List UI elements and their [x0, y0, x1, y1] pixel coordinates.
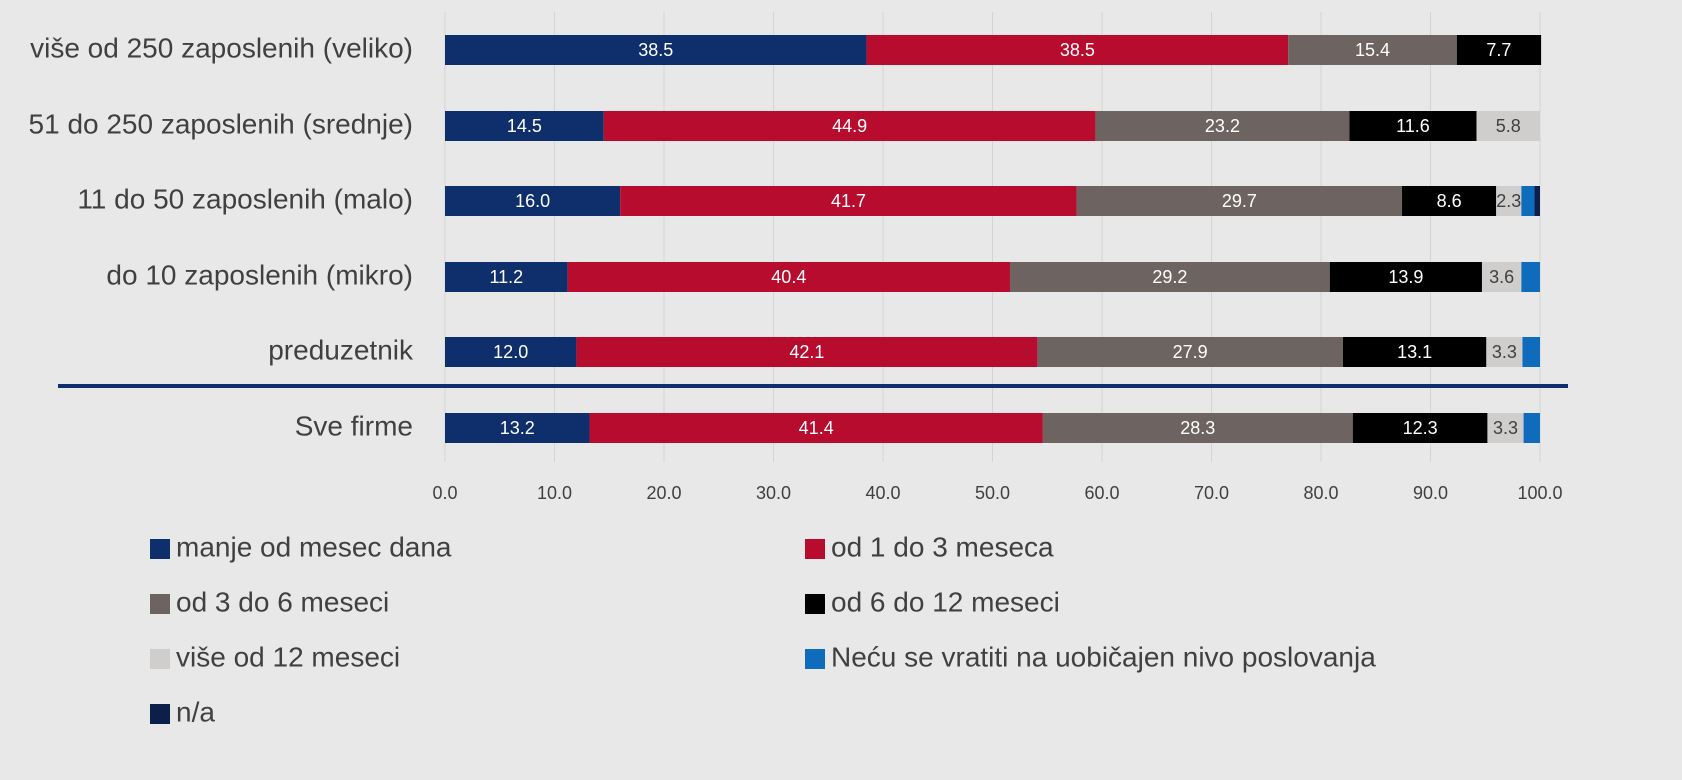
- data-label: 2.3: [1496, 191, 1521, 211]
- y-tick-label: Sve firme: [295, 410, 413, 441]
- bar-segment: [1523, 413, 1540, 443]
- y-tick-label: 51 do 250 zaposlenih (srednje): [29, 108, 413, 139]
- legend-label: više od 12 meseci: [176, 641, 400, 672]
- legend-label: Neću se vratiti na uobičajen nivo poslov…: [831, 641, 1376, 672]
- bar-segment: [1037, 337, 1343, 367]
- data-label: 12.0: [493, 342, 528, 362]
- x-tick-label: 60.0: [1084, 483, 1119, 503]
- legend-swatch: [805, 649, 825, 669]
- data-label: 3.3: [1493, 418, 1518, 438]
- data-label: 7.7: [1486, 40, 1511, 60]
- legend-swatch: [150, 539, 170, 559]
- legend-swatch: [805, 594, 825, 614]
- data-label: 41.4: [799, 418, 834, 438]
- data-label: 23.2: [1205, 116, 1240, 136]
- bar-segment: [1521, 186, 1535, 216]
- x-tick-label: 30.0: [756, 483, 791, 503]
- bar-segment: [1352, 413, 1488, 443]
- data-label: 29.2: [1152, 267, 1187, 287]
- bar-segment: [1487, 413, 1524, 443]
- data-label: 12.3: [1403, 418, 1438, 438]
- data-label: 40.4: [771, 267, 806, 287]
- bar-segment: [1076, 186, 1403, 216]
- legend-label: od 6 do 12 meseci: [831, 586, 1060, 617]
- bar-segment: [1329, 262, 1482, 292]
- y-tick-label: 11 do 50 zaposlenih (malo): [77, 183, 413, 214]
- data-label: 27.9: [1173, 342, 1208, 362]
- data-label: 5.8: [1496, 116, 1521, 136]
- bar-segment: [445, 262, 568, 292]
- bar-segment: [1010, 262, 1330, 292]
- bar-segment: [1476, 111, 1540, 141]
- bar-segment: [445, 186, 621, 216]
- x-tick-label: 10.0: [537, 483, 572, 503]
- bar-segment: [1496, 186, 1522, 216]
- data-label: 13.2: [500, 418, 535, 438]
- bar-segment: [445, 35, 867, 65]
- bar-segment: [445, 337, 577, 367]
- bar-segment: [445, 111, 604, 141]
- data-label: 16.0: [515, 191, 550, 211]
- bar-segment: [1042, 413, 1353, 443]
- bar-segment: [589, 413, 1043, 443]
- data-label: 8.6: [1437, 191, 1462, 211]
- y-tick-label: više od 250 zaposlenih (veliko): [30, 32, 413, 63]
- bar-segment: [576, 337, 1038, 367]
- bar-segment: [1534, 186, 1540, 216]
- bar-segment: [620, 186, 1077, 216]
- data-label: 14.5: [507, 116, 542, 136]
- bar-segment: [1522, 337, 1540, 367]
- legend-label: n/a: [176, 696, 215, 727]
- bar-segment: [1456, 35, 1542, 65]
- x-tick-label: 0.0: [432, 483, 457, 503]
- x-tick-label: 20.0: [646, 483, 681, 503]
- x-tick-label: 80.0: [1303, 483, 1338, 503]
- data-label: 38.5: [1060, 40, 1095, 60]
- x-tick-label: 90.0: [1413, 483, 1448, 503]
- y-tick-label: do 10 zaposlenih (mikro): [106, 259, 413, 290]
- data-label: 13.1: [1397, 342, 1432, 362]
- data-label: 13.9: [1388, 267, 1423, 287]
- bar-segment: [1481, 262, 1522, 292]
- data-label: 15.4: [1355, 40, 1390, 60]
- legend-label: od 3 do 6 meseci: [176, 586, 389, 617]
- x-tick-label: 40.0: [865, 483, 900, 503]
- data-label: 38.5: [638, 40, 673, 60]
- bar-segment: [603, 111, 1096, 141]
- bar-segment: [1342, 337, 1487, 367]
- legend-swatch: [150, 649, 170, 669]
- bar-segment: [567, 262, 1011, 292]
- data-label: 3.6: [1489, 267, 1514, 287]
- bar-segment: [1288, 35, 1457, 65]
- bar-segment: [866, 35, 1289, 65]
- data-label: 44.9: [832, 116, 867, 136]
- x-tick-label: 50.0: [975, 483, 1010, 503]
- legend-label: manje od mesec dana: [176, 531, 452, 562]
- x-tick-label: 70.0: [1194, 483, 1229, 503]
- bar-segment: [1095, 111, 1350, 141]
- x-tick-label: 100.0: [1517, 483, 1562, 503]
- legend-label: od 1 do 3 meseca: [831, 531, 1054, 562]
- bar-segment: [1349, 111, 1477, 141]
- grid: [444, 12, 1541, 462]
- data-label: 28.3: [1180, 418, 1215, 438]
- bar-segment: [1486, 337, 1523, 367]
- legend-swatch: [805, 539, 825, 559]
- data-label: 3.3: [1492, 342, 1517, 362]
- data-label: 11.6: [1396, 116, 1430, 136]
- bar-segment: [1521, 262, 1540, 292]
- legend-swatch: [150, 594, 170, 614]
- data-label: 42.1: [789, 342, 824, 362]
- bar-segment: [1402, 186, 1497, 216]
- y-tick-label: preduzetnik: [268, 334, 414, 365]
- legend-swatch: [150, 704, 170, 724]
- data-label: 29.7: [1222, 191, 1257, 211]
- bar-segment: [445, 413, 590, 443]
- data-label: 11.2: [489, 267, 523, 287]
- data-label: 41.7: [831, 191, 866, 211]
